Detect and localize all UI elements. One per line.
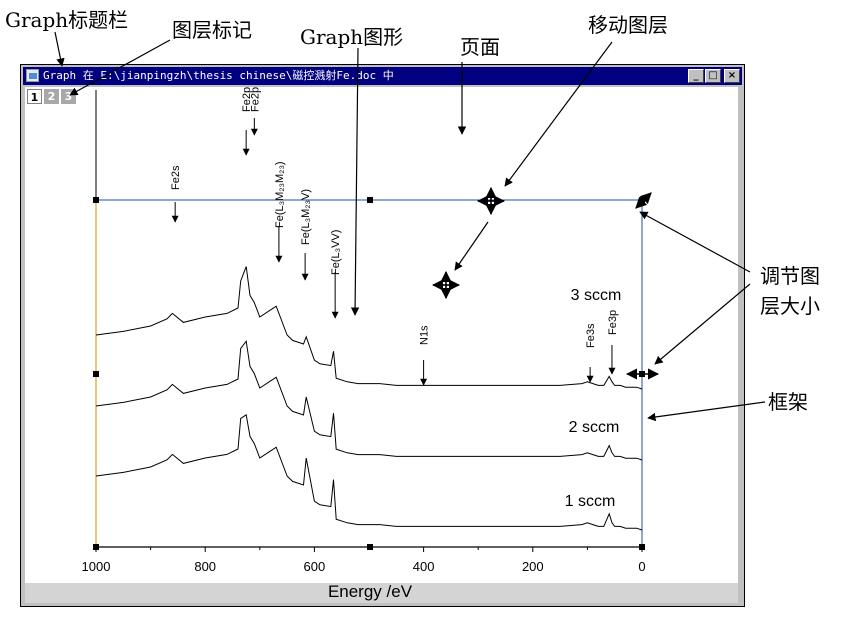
arrow-resize-1 [639, 211, 751, 273]
annotation-frame: 框架 [768, 390, 808, 414]
series-line-0 [95, 266, 643, 390]
series-line-1 [95, 339, 643, 461]
arrow-move-layer-2 [454, 221, 489, 271]
arrow-frame [647, 401, 766, 422]
move-cursor-icon-1 [476, 186, 506, 216]
diagonal-resize-icon [635, 192, 652, 209]
arrow-resize-2 [654, 283, 751, 365]
series-label-1: 2 sccm [569, 419, 620, 436]
minimize-button[interactable]: _ [688, 69, 704, 83]
series-label-2: 1 sccm [565, 493, 616, 510]
window-bottom-strip [25, 583, 738, 603]
annotation-graph-figure: Graph图形 [300, 25, 404, 49]
annotation-layer-marker: 图层标记 [172, 18, 252, 42]
peak-label-3: Fe(L₃M₂₃M₂₃) [274, 161, 286, 228]
annotation-page: 页面 [460, 35, 500, 59]
x-axis-title: Energy /eV [328, 582, 413, 601]
arrow-title-bar [54, 31, 65, 67]
x-tick-label-400: 400 [413, 559, 435, 574]
peak-label-2: Fe2p [249, 87, 261, 112]
x-tick-label-800: 800 [194, 559, 216, 574]
x-tick-label-0: 0 [638, 559, 645, 574]
x-tick-label-200: 200 [522, 559, 544, 574]
layer-tab-1[interactable]: 1 [27, 89, 42, 104]
window-title: Graph 在 E:\jianpingzh\thesis chinese\磁控溅… [43, 69, 394, 82]
series-label-0: 3 sccm [571, 287, 622, 304]
graph-page[interactable]: 1 2 3 [25, 87, 738, 583]
x-tick-label-1000: 1000 [82, 559, 111, 574]
series-line-2 [95, 413, 643, 531]
frame-handle-3 [93, 371, 99, 377]
annotation-resize-layer-2: 层大小 [760, 294, 820, 318]
arrow-graph-figure [350, 47, 360, 316]
peak-label-7: Fe3s [585, 323, 597, 348]
peak-label-6: N1s [419, 325, 431, 345]
peak-label-4: Fe(L₃M₂₃V) [300, 189, 312, 245]
x-tick-label-600: 600 [304, 559, 326, 574]
arrow-layer-marker [69, 39, 171, 96]
peak-label-5: Fe(L₃VV) [330, 230, 342, 275]
graph-window-icon[interactable] [26, 69, 39, 82]
peak-label-8: Fe3p [607, 310, 619, 335]
annotation-graph-title-bar: Graph标题栏 [5, 8, 129, 32]
frame-handle-0 [93, 197, 99, 203]
arrow-move-layer [504, 41, 613, 187]
annotation-resize-layer-1: 调节图 [760, 264, 820, 288]
window-title-bar[interactable]: Graph 在 E:\jianpingzh\thesis chinese\磁控溅… [23, 67, 742, 85]
peak-label-0: Fe2s [170, 165, 182, 190]
frame-handle-1 [367, 197, 373, 203]
close-button[interactable]: × [724, 69, 740, 83]
move-cursor-icon-2 [431, 270, 461, 300]
maximize-button[interactable]: □ [705, 69, 721, 83]
graph-window[interactable]: Graph 在 E:\jianpingzh\thesis chinese\磁控溅… [20, 64, 745, 607]
annotation-move-layer: 移动图层 [588, 13, 668, 37]
peak-label-1: Fe2p [241, 87, 253, 112]
frame-handle-6 [367, 544, 373, 550]
layer-tab-2[interactable]: 2 [44, 89, 59, 104]
